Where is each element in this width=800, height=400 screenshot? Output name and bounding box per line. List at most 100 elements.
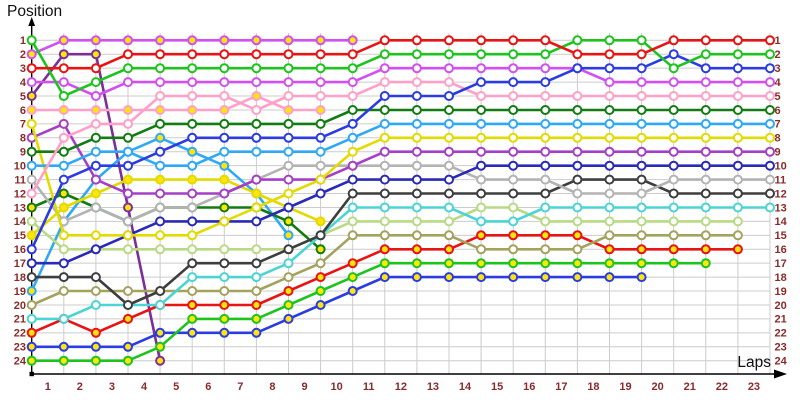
data-point (58, 286, 69, 296)
data-point (187, 286, 198, 296)
data-point (604, 146, 615, 157)
data-point (476, 35, 487, 46)
data-point (476, 77, 487, 88)
data-point (668, 91, 679, 101)
data-point (283, 286, 294, 296)
data-point (90, 286, 101, 296)
y-tick-label-left: 24 (14, 355, 27, 367)
data-point (732, 77, 743, 88)
y-tick-label-right: 17 (775, 258, 787, 270)
data-point (444, 258, 454, 269)
data-point (90, 35, 101, 46)
data-point (411, 258, 422, 269)
data-point (58, 35, 69, 46)
data-point (476, 244, 487, 255)
data-point (58, 313, 69, 324)
data-point (732, 216, 743, 227)
data-point (347, 160, 358, 171)
data-point (123, 118, 133, 129)
data-point (444, 272, 454, 283)
data-point (315, 300, 326, 310)
data-point (251, 174, 262, 185)
data-point (540, 202, 551, 213)
data-point (58, 272, 69, 283)
y-tick-label-left: 19 (14, 286, 26, 298)
data-point (540, 244, 551, 255)
y-tick-label-right: 18 (775, 272, 787, 284)
y-tick-label-right: 8 (775, 133, 781, 145)
data-point (155, 244, 166, 255)
data-point (636, 77, 647, 88)
series-car-green-white (26, 35, 775, 101)
data-point (508, 202, 519, 213)
data-point (187, 132, 198, 143)
data-point (58, 230, 69, 241)
data-point (540, 258, 551, 269)
data-point (700, 146, 711, 157)
data-point (155, 105, 166, 115)
data-point (508, 216, 519, 227)
data-point (90, 188, 101, 199)
data-point (219, 216, 230, 227)
series-line-car-cyan-white (30, 206, 772, 321)
data-point (572, 63, 583, 74)
data-point (187, 77, 198, 88)
data-point (444, 160, 454, 171)
data-point (58, 174, 69, 185)
data-point (283, 146, 294, 157)
data-point (187, 244, 198, 255)
data-point (700, 105, 711, 115)
x-tick-label: 13 (427, 381, 439, 393)
data-point (347, 35, 358, 46)
series-car-green-yellow (26, 258, 711, 366)
data-point (636, 258, 647, 269)
data-point (476, 230, 487, 241)
data-point (187, 35, 198, 46)
data-point (540, 49, 551, 60)
data-point (187, 160, 198, 171)
data-point (347, 146, 358, 157)
data-point (476, 272, 487, 283)
data-point (187, 63, 198, 74)
data-point (283, 272, 294, 283)
data-point (90, 300, 101, 310)
y-axis-arrow-icon (28, 17, 36, 26)
data-point (187, 188, 198, 199)
data-point (26, 174, 37, 185)
data-point (347, 230, 358, 241)
data-point (379, 146, 390, 157)
data-point (668, 77, 679, 88)
data-point (58, 49, 69, 60)
data-point (347, 272, 358, 283)
data-point (219, 63, 230, 74)
data-point (765, 105, 775, 115)
data-point (187, 105, 198, 115)
data-point (26, 188, 37, 199)
x-tick-label: 1 (45, 381, 51, 393)
data-point (732, 63, 743, 74)
data-point (251, 35, 262, 46)
y-tick-label-right: 24 (775, 355, 788, 367)
series-line-car-yellow-white (30, 122, 772, 237)
data-point (444, 174, 454, 185)
data-point (155, 341, 166, 352)
data-point (540, 132, 551, 143)
data-point (765, 160, 775, 171)
data-point (668, 202, 679, 213)
data-point (540, 188, 551, 199)
data-point (123, 63, 133, 74)
data-point (187, 91, 198, 101)
series-line-car-purple-white (30, 122, 772, 195)
data-point (604, 49, 615, 60)
data-point (700, 63, 711, 74)
data-point (604, 91, 615, 101)
data-point (123, 174, 133, 185)
data-point (219, 258, 230, 269)
y-tick-label-left: 16 (14, 244, 26, 256)
data-point (765, 77, 775, 88)
data-point (219, 35, 230, 46)
y-tick-label-right: 14 (775, 216, 788, 228)
data-point (636, 272, 647, 283)
y-tick-label-right: 11 (775, 174, 787, 186)
data-point (700, 35, 711, 46)
